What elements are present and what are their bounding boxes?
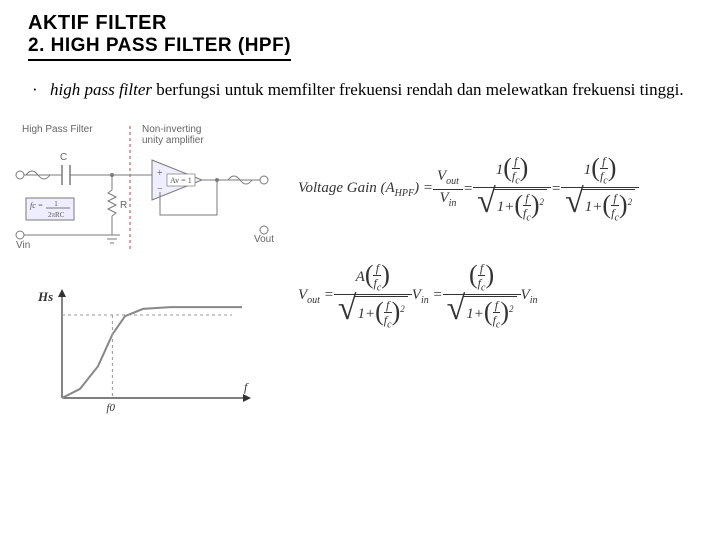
- output-terminal: [260, 176, 268, 184]
- voltage-gain-equation: Voltage Gain (AHPF) = Vout Vin = 1(ffc) …: [298, 154, 710, 225]
- res-label: R: [120, 200, 127, 211]
- svg-text:fc =: fc =: [30, 201, 43, 210]
- vout-label: Vout: [254, 234, 274, 245]
- hpf-response-graph: Hs f f0: [32, 283, 262, 423]
- circuit-amp-label: Non-inverting: [142, 124, 201, 135]
- svg-text:1: 1: [54, 200, 58, 208]
- hpf-curve: [62, 307, 242, 398]
- graph-xlabel: f: [244, 380, 249, 394]
- hpf-circuit-diagram: High Pass Filter Non-inverting unity amp…: [12, 120, 282, 260]
- circuit-amp-label2: unity amplifier: [142, 135, 204, 146]
- vout-equation: Vout = A(ffc) √1+(ffc)2 Vin = (ffc) √1+(…: [298, 261, 710, 332]
- svg-text:+: +: [157, 168, 163, 179]
- graph-f0-tick: f0: [106, 402, 115, 414]
- title-aktif-filter: AKTIF FILTER: [28, 12, 720, 35]
- bullet-italic: high pass filter: [50, 80, 152, 99]
- title-hpf: 2. HIGH PASS FILTER (HPF): [28, 35, 291, 61]
- bullet-text: high pass filter berfungsi untuk memfilt…: [50, 79, 684, 102]
- bullet-description: · high pass filter berfungsi untuk memfi…: [0, 61, 720, 102]
- av-label: Av = 1: [170, 176, 192, 185]
- vin-label: Vin: [16, 240, 30, 251]
- graph-ylabel: Hs: [37, 289, 53, 304]
- bullet-marker: ·: [32, 79, 50, 102]
- svg-text:2πRC: 2πRC: [48, 211, 65, 219]
- eq1-lhs: Voltage Gain (AHPF) =: [298, 180, 433, 199]
- circuit-hpf-label: High Pass Filter: [22, 124, 93, 135]
- cap-label: C: [60, 152, 67, 163]
- input-terminal: [16, 171, 24, 179]
- bullet-rest: berfungsi untuk memfilter frekuensi rend…: [152, 80, 684, 99]
